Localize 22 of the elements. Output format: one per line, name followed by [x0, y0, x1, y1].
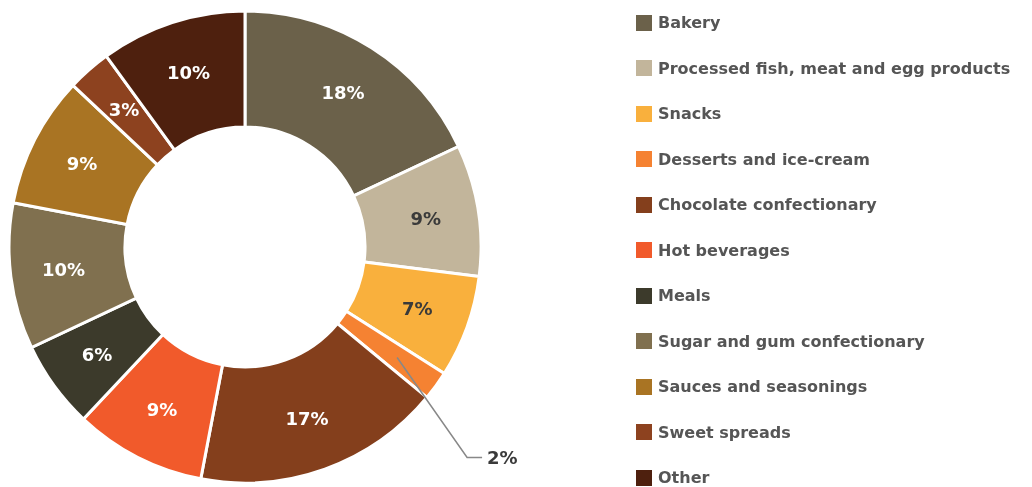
legend-label: Meals [658, 286, 711, 306]
data-label: 18% [321, 81, 365, 103]
data-label: 17% [285, 408, 329, 430]
legend-label: Desserts and ice-cream [658, 149, 871, 169]
data-label: 3% [108, 99, 140, 121]
legend-label: Snacks [658, 104, 722, 124]
legend-label: Sauces and seasonings [658, 377, 868, 397]
legend-label: Other [658, 468, 710, 487]
data-label: 7% [401, 298, 433, 320]
legend-label: Chocolate confectionary [658, 195, 877, 215]
legend-label: Sweet spreads [658, 422, 791, 442]
data-label: 6% [81, 343, 113, 365]
data-label: 9% [146, 399, 178, 421]
data-label: 9% [410, 207, 442, 229]
legend-label: Hot beverages [658, 240, 790, 260]
legend-label: Bakery [658, 13, 721, 33]
legend-label: Sugar and gum confectionary [658, 331, 925, 351]
legend-label: Processed fish, meat and egg products [658, 58, 1011, 78]
data-label: 9% [66, 153, 98, 175]
data-label: 10% [166, 62, 210, 84]
data-label: 2% [487, 446, 518, 468]
data-label: 10% [41, 259, 85, 281]
